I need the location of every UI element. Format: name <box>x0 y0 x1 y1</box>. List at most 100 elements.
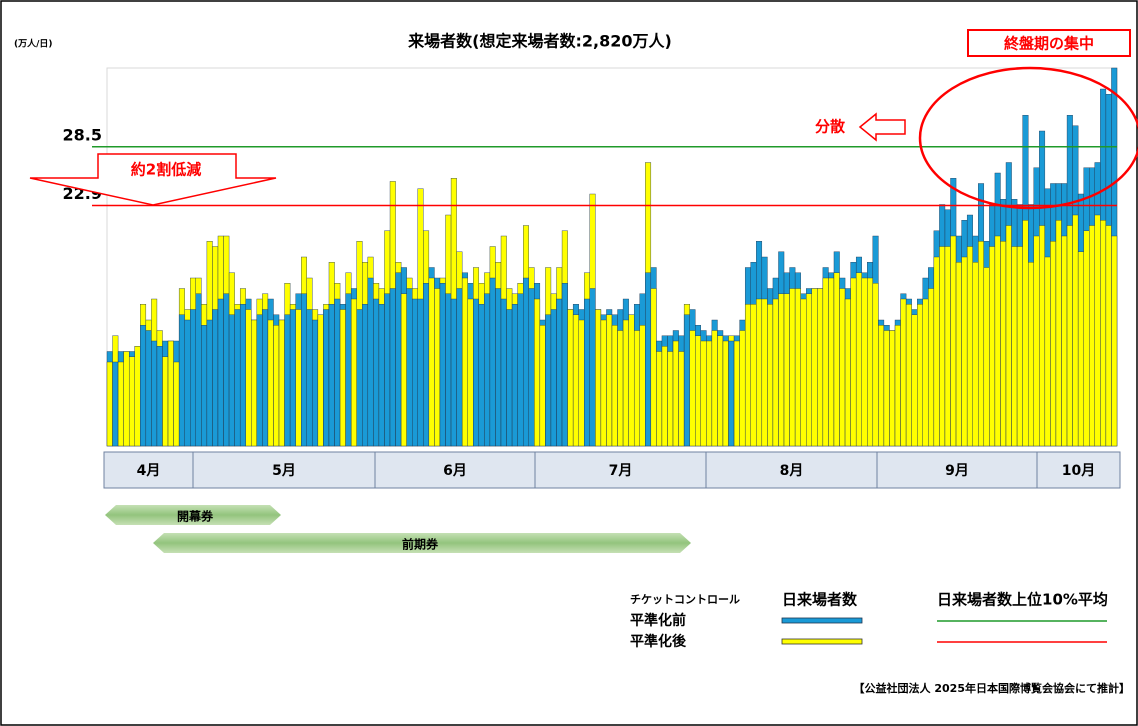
bar <box>567 309 574 447</box>
bar <box>872 283 879 447</box>
bar <box>922 298 929 447</box>
bar <box>123 351 130 447</box>
legend-heading: 日来場者数 <box>782 591 858 609</box>
bar <box>783 293 790 447</box>
bar <box>267 319 274 447</box>
month-label: 4月 <box>137 463 161 479</box>
bar <box>378 304 385 447</box>
bar <box>767 304 774 447</box>
month-label: 5月 <box>272 463 296 479</box>
bar <box>445 293 452 447</box>
bar <box>428 277 435 447</box>
bar <box>1072 214 1079 447</box>
bar <box>511 304 518 447</box>
bar <box>367 277 374 447</box>
bar <box>195 293 202 447</box>
legend-label: 平準化前 <box>630 612 686 629</box>
bar <box>661 346 668 447</box>
bar <box>128 356 135 447</box>
highlight-ellipse <box>918 66 1138 210</box>
bar <box>817 288 824 447</box>
bar <box>628 314 635 447</box>
bar <box>1033 235 1040 447</box>
chart-title: 来場者数(想定来場者数:2,820万人) <box>407 32 672 51</box>
bars <box>106 67 1118 447</box>
bar <box>395 272 402 447</box>
bar <box>978 241 985 447</box>
bar <box>256 314 263 447</box>
bar <box>173 361 180 447</box>
bar <box>295 309 302 447</box>
bar <box>484 293 491 447</box>
bar <box>839 288 846 447</box>
bar <box>944 246 951 447</box>
bar <box>323 309 330 447</box>
bar <box>1066 225 1073 447</box>
bar <box>1011 246 1018 447</box>
bar <box>928 288 935 447</box>
bar <box>622 319 629 447</box>
bar <box>362 304 369 447</box>
bar <box>800 298 807 447</box>
bar <box>251 319 258 447</box>
ticket-label: 開幕券 <box>177 509 214 524</box>
bar <box>695 335 701 447</box>
bar <box>989 246 996 447</box>
bar <box>400 293 407 447</box>
bar <box>178 314 185 447</box>
bar <box>711 330 718 447</box>
ticket-period <box>153 533 691 553</box>
bar <box>678 351 685 447</box>
bar <box>234 309 241 447</box>
month-axis: 4月 5月 6月 7月 8月 9月 10月 <box>103 451 1121 489</box>
bar <box>611 325 618 447</box>
bar <box>578 319 585 447</box>
bar <box>689 330 696 447</box>
bar <box>994 235 1001 447</box>
legend-heading: チケットコントロール <box>630 593 740 606</box>
bar <box>828 277 835 447</box>
bar <box>750 304 757 447</box>
bar <box>162 356 169 447</box>
arrow <box>858 112 906 142</box>
bar <box>811 288 818 447</box>
legend-swatch <box>781 617 863 624</box>
bar <box>550 309 557 447</box>
bar <box>1022 220 1029 447</box>
bar <box>645 272 652 447</box>
bar <box>434 288 441 447</box>
arrow <box>29 153 277 206</box>
bar <box>733 340 740 447</box>
bar <box>639 325 646 447</box>
bar <box>844 298 851 447</box>
bar <box>983 267 990 447</box>
bar <box>572 314 579 447</box>
bar <box>417 298 424 447</box>
bar <box>1089 225 1096 447</box>
bar <box>889 330 896 447</box>
legend-heading: 日来場者数上位10%平均 <box>937 591 1108 609</box>
month-box <box>192 451 376 489</box>
bar <box>1016 246 1023 447</box>
bar <box>523 277 529 447</box>
bar <box>262 309 269 447</box>
bar <box>617 330 624 447</box>
bar <box>1077 251 1084 447</box>
month-label: 10月 <box>1062 463 1095 479</box>
bar <box>878 325 885 447</box>
reference-label: 28.5 <box>63 125 102 144</box>
bar <box>717 335 724 447</box>
bar <box>384 293 391 447</box>
bar <box>955 262 962 447</box>
bar <box>744 304 751 447</box>
bar <box>339 309 346 447</box>
bar <box>156 346 163 447</box>
annotation: 約2割低減 <box>131 161 201 179</box>
bar <box>278 319 285 447</box>
bar <box>1083 230 1090 447</box>
bar <box>495 288 502 447</box>
bar <box>972 262 979 447</box>
bar <box>1000 241 1007 447</box>
bar <box>1055 220 1062 447</box>
